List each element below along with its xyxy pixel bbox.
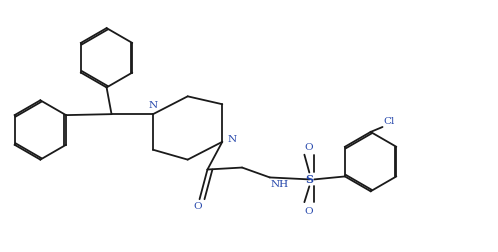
Text: NH: NH <box>271 180 289 190</box>
Text: N: N <box>148 101 158 110</box>
Text: Cl: Cl <box>383 117 395 126</box>
Text: N: N <box>227 135 237 144</box>
Text: S: S <box>305 174 313 185</box>
Text: O: O <box>193 202 202 211</box>
Text: O: O <box>304 143 313 152</box>
Text: O: O <box>304 207 313 216</box>
